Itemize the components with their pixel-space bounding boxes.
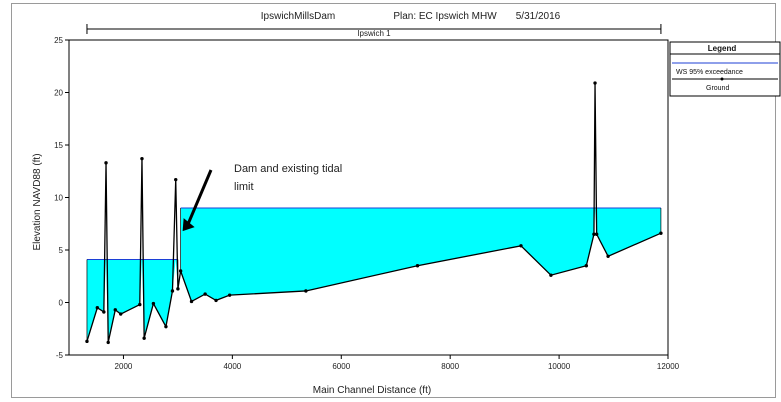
x-tick-label-1: 4000: [223, 362, 241, 371]
chart-frame: [11, 3, 776, 398]
y-tick-label-4: 15: [54, 141, 63, 150]
water-surface-area-0: [86, 259, 178, 343]
y-tick-label-6: 25: [54, 36, 63, 45]
annotation-arrow-head: [182, 218, 195, 232]
ground-point-14: [176, 287, 180, 291]
ground-point-15: [178, 269, 183, 273]
ground-point-1: [95, 306, 100, 310]
ground-point-17: [203, 292, 207, 296]
x-tick-label-2: 6000: [332, 362, 350, 371]
ground-point-28: [606, 254, 610, 258]
y-tick-label-1: 0: [59, 299, 64, 308]
x-tick-label-0: 2000: [115, 362, 133, 371]
chart-title-date: 5/31/2016: [516, 11, 561, 22]
x-axis-label: Main Channel Distance (ft): [313, 385, 431, 396]
legend: Legend WS 95% exceedance Ground: [669, 41, 781, 97]
ground-point-2: [102, 310, 106, 314]
ground-point-7: [138, 302, 142, 307]
y-axis-label: Elevation NAVD88 (ft): [32, 153, 43, 250]
ground-point-29: [659, 231, 663, 235]
ground-point-11: [164, 324, 168, 329]
ground-point-22: [519, 244, 523, 248]
annotation-arrow-shaft: [186, 169, 213, 226]
ground-point-26: [593, 81, 597, 85]
ground-point-0: [85, 339, 89, 344]
annotation-text-line2: limit: [234, 181, 254, 193]
ground-point-25: [592, 232, 596, 236]
chart-title-plan: Plan: EC Ipswich MHW: [393, 11, 497, 22]
chart-title-project: IpswichMillsDam: [261, 11, 335, 22]
legend-marker-ground: [720, 77, 724, 81]
ground-point-4: [106, 340, 110, 345]
annotation-text-line1: Dam and existing tidal: [234, 163, 342, 175]
legend-title: Legend: [708, 44, 737, 53]
y-tick-label-2: 5: [59, 246, 64, 255]
reach-extent-bar: [86, 24, 662, 34]
ground-point-13: [174, 177, 178, 182]
x-tick-label-4: 10000: [548, 362, 571, 371]
ground-point-10: [151, 301, 156, 306]
ground-point-12: [170, 289, 175, 293]
ground-point-19: [227, 293, 232, 297]
ground-point-5: [113, 308, 117, 312]
reach-label: Ipswich 1: [357, 29, 391, 38]
ground-point-24: [584, 264, 589, 268]
y-tick-label-0: -5: [56, 351, 64, 360]
x-tick-label-3: 8000: [441, 362, 459, 371]
legend-entry-ground: Ground: [706, 85, 729, 92]
ground-point-20: [304, 289, 308, 293]
water-surface-area-1: [180, 208, 661, 302]
ground-point-21: [415, 264, 420, 268]
ground-line: [86, 83, 662, 343]
axes: 2000 4000 6000 8000 10000 12000 -5 0 5 10 15 20 25: [54, 36, 680, 371]
ground-point-8: [140, 156, 144, 161]
y-tick-label-3: 10: [54, 194, 63, 203]
ground-point-16: [189, 299, 194, 304]
ground-point-9: [142, 336, 146, 340]
ground-series: [85, 81, 663, 345]
legend-entry-ws: WS 95% exceedance: [676, 69, 743, 76]
legend-header: [669, 41, 781, 55]
ground-point-27: [594, 232, 599, 236]
ground-point-18: [214, 298, 218, 303]
y-tick-label-5: 20: [54, 89, 63, 98]
annotation-arrow: [182, 169, 213, 232]
x-tick-label-5: 12000: [657, 362, 680, 371]
ground-point-6: [119, 312, 123, 316]
ground-point-3: [104, 161, 108, 165]
ground-point-23: [549, 273, 553, 277]
